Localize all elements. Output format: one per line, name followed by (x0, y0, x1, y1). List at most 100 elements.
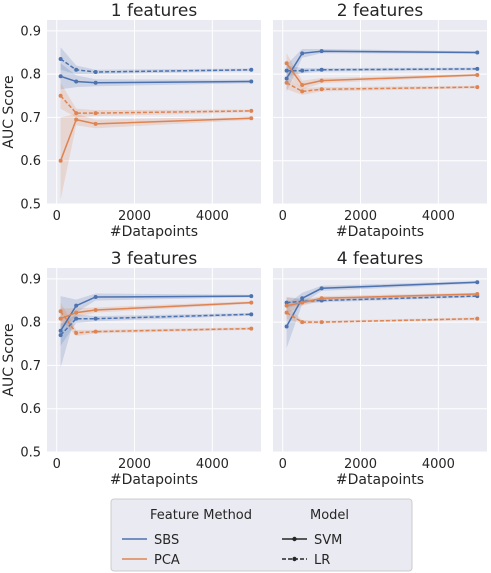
ci-band-pca-svm (60, 113, 252, 200)
ci-band-sbs-lr (286, 65, 478, 77)
data-point-sbs-lr (93, 69, 98, 74)
y-tick-label: 0.5 (20, 198, 41, 213)
series-line-sbs-lr (60, 58, 252, 73)
data-point-sbs-svm (300, 296, 305, 301)
y-tick-label: 0.9 (20, 272, 41, 287)
data-point-sbs-lr (74, 316, 79, 321)
series-line-sbs-lr (60, 313, 252, 336)
series-line-pca-svm (59, 117, 252, 161)
data-point-pca-lr (300, 89, 305, 94)
data-point-pca-svm (300, 82, 305, 87)
panel-background (47, 268, 261, 452)
panel-title: 1 features (111, 1, 198, 21)
y-tick-label: 0.7 (20, 111, 41, 126)
series-line-pca-lr (60, 95, 252, 114)
data-point-pca-svm (475, 72, 480, 77)
data-point-pca-lr (74, 111, 79, 116)
series-line-pca-svm (286, 293, 478, 307)
series-line-pca-lr (59, 310, 252, 334)
data-point-sbs-svm (93, 295, 98, 300)
data-point-sbs-lr (58, 56, 63, 61)
x-axis-label: #Datapoints (336, 472, 424, 488)
x-tick-label: 2000 (118, 457, 151, 472)
ci-band-sbs-lr (286, 294, 478, 309)
y-tick-label: 0.8 (20, 316, 41, 331)
data-point-sbs-svm (58, 328, 63, 333)
data-point-sbs-svm (284, 324, 289, 329)
legend-title-model: Model (310, 508, 349, 523)
data-point-sbs-svm (249, 79, 254, 84)
x-tick-label: 2000 (344, 457, 377, 472)
subplot-2: 2 features 0 2000 4000#Datapoints (273, 1, 487, 240)
x-axis-label: #Datapoints (336, 224, 424, 240)
data-point-sbs-lr (58, 333, 63, 338)
data-point-pca-svm (249, 300, 254, 305)
series-line-pca-svm (285, 62, 478, 86)
x-tick-label: 0 (279, 457, 287, 472)
data-point-sbs-lr (475, 66, 480, 71)
data-point-pca-lr (93, 329, 98, 334)
subplot-3: 3 features 0 2000 4000#Datapoints 0.5 0.6 0.7 0… (1, 249, 261, 488)
data-point-sbs-svm (74, 303, 79, 308)
series-line-sbs-svm (59, 295, 252, 332)
x-tick-label: 4000 (196, 457, 229, 472)
data-point-pca-lr (319, 87, 324, 92)
y-tick-label: 0.6 (20, 154, 41, 169)
legend-marker-svm (292, 536, 297, 542)
data-point-pca-svm (93, 121, 98, 126)
data-point-sbs-lr (249, 67, 254, 72)
series-line-sbs-svm (285, 281, 478, 327)
legend-label-sbs: SBS (154, 533, 179, 548)
x-tick-label: 4000 (196, 209, 229, 224)
data-point-pca-svm (319, 296, 324, 301)
y-tick-label: 0.7 (20, 359, 41, 374)
ci-band-pca-svm (60, 301, 252, 329)
x-tick-label: 0 (53, 209, 61, 224)
legend-label-svm: SVM (314, 533, 342, 548)
legend-title-method: Feature Method (150, 508, 252, 523)
panel-title: 4 features (337, 249, 424, 269)
legend-label-lr: LR (314, 553, 330, 568)
x-tick-label: 2000 (118, 209, 151, 224)
data-point-sbs-lr (284, 300, 289, 305)
data-point-sbs-svm (249, 294, 254, 299)
data-point-pca-lr (74, 330, 79, 335)
data-point-sbs-svm (58, 74, 63, 79)
data-point-pca-svm (284, 61, 289, 66)
series-line-pca-lr (286, 82, 478, 93)
data-point-pca-lr (284, 80, 289, 85)
data-point-pca-svm (74, 310, 79, 315)
x-axis-label: #Datapoints (110, 472, 198, 488)
data-point-pca-lr (249, 108, 254, 113)
data-point-sbs-lr (300, 68, 305, 73)
y-tick-label: 0.9 (20, 24, 41, 39)
data-point-pca-lr (300, 320, 305, 325)
data-point-pca-svm (58, 158, 63, 163)
legend-marker-lr (292, 556, 297, 562)
data-point-sbs-lr (93, 316, 98, 321)
x-axis-label: #Datapoints (110, 224, 198, 240)
data-point-pca-lr (475, 316, 480, 321)
legend-label-pca: PCA (154, 553, 180, 568)
data-point-sbs-svm (300, 51, 305, 56)
legend-box (110, 498, 413, 572)
data-point-sbs-svm (319, 49, 324, 54)
data-point-pca-svm (74, 117, 79, 122)
data-point-sbs-svm (475, 280, 480, 285)
data-point-pca-lr (475, 85, 480, 90)
data-point-pca-svm (319, 78, 324, 83)
series-line-pca-svm (60, 301, 252, 320)
ci-band-sbs-svm (60, 293, 252, 368)
data-point-pca-lr (284, 310, 289, 315)
data-point-sbs-svm (319, 286, 324, 291)
ci-band-pca-lr (60, 82, 252, 118)
data-point-sbs-lr (284, 68, 289, 73)
series-line-sbs-svm (285, 50, 478, 79)
ci-band-sbs-lr (60, 47, 252, 75)
data-point-sbs-svm (93, 80, 98, 85)
data-point-pca-svm (93, 307, 98, 312)
panel-background (47, 20, 261, 204)
legend: Feature Method Model SBS PCA SVM LR (110, 498, 413, 572)
ci-band-sbs-lr (60, 313, 252, 346)
